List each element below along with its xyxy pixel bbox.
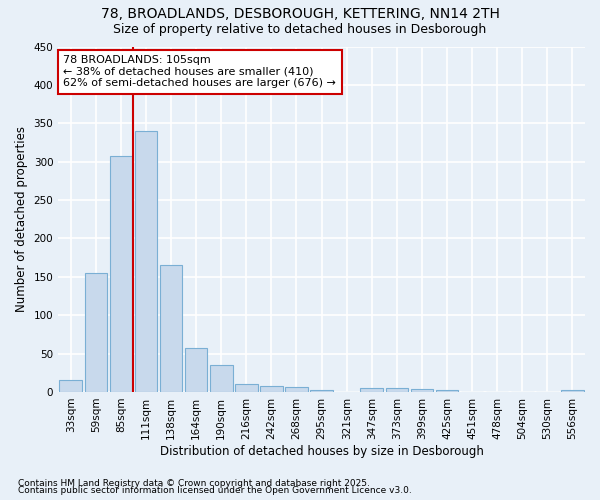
Bar	[210, 365, 233, 392]
Text: Size of property relative to detached houses in Desborough: Size of property relative to detached ho…	[113, 22, 487, 36]
Bar	[160, 266, 182, 392]
Bar	[110, 156, 132, 392]
Bar	[386, 388, 408, 392]
Bar	[561, 390, 584, 392]
Text: Contains HM Land Registry data © Crown copyright and database right 2025.: Contains HM Land Registry data © Crown c…	[18, 478, 370, 488]
Bar	[185, 348, 208, 392]
Bar	[285, 388, 308, 392]
Text: 78 BROADLANDS: 105sqm
← 38% of detached houses are smaller (410)
62% of semi-det: 78 BROADLANDS: 105sqm ← 38% of detached …	[64, 55, 337, 88]
Bar	[235, 384, 257, 392]
Bar	[361, 388, 383, 392]
Bar	[59, 380, 82, 392]
Bar	[260, 386, 283, 392]
Y-axis label: Number of detached properties: Number of detached properties	[15, 126, 28, 312]
Bar	[410, 389, 433, 392]
Bar	[85, 273, 107, 392]
Text: Contains public sector information licensed under the Open Government Licence v3: Contains public sector information licen…	[18, 486, 412, 495]
Bar	[436, 390, 458, 392]
Text: 78, BROADLANDS, DESBOROUGH, KETTERING, NN14 2TH: 78, BROADLANDS, DESBOROUGH, KETTERING, N…	[101, 8, 499, 22]
Bar	[310, 390, 333, 392]
X-axis label: Distribution of detached houses by size in Desborough: Distribution of detached houses by size …	[160, 444, 484, 458]
Bar	[134, 131, 157, 392]
